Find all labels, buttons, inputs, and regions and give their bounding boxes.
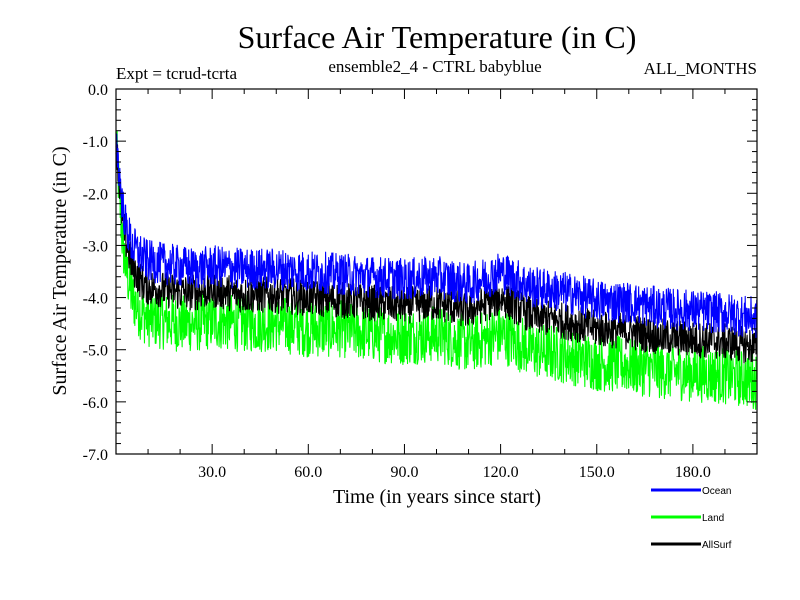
series-line-allsurf — [115, 143, 758, 364]
y-axis-label: Surface Air Temperature (in C) — [49, 146, 71, 395]
x-axis-label: Time (in years since start) — [333, 486, 541, 508]
legend-label-land: Land — [702, 513, 724, 524]
x-tick-label: 120.0 — [483, 464, 519, 481]
series-line-ocean — [115, 133, 758, 339]
y-tick-label: 0.0 — [88, 82, 108, 99]
legend-label-allsurf: AllSurf — [702, 540, 732, 551]
axis-ticks — [116, 88, 757, 455]
y-tick-label: -3.0 — [83, 238, 108, 255]
y-tick-label: -4.0 — [83, 291, 108, 308]
y-tick-label: -6.0 — [83, 395, 108, 412]
plot-series-group — [115, 130, 758, 410]
series-line-land — [115, 130, 758, 410]
legend-label-ocean: Ocean — [702, 486, 731, 497]
x-tick-label: 30.0 — [198, 464, 226, 481]
y-tick-label: -7.0 — [83, 447, 108, 464]
x-tick-label: 150.0 — [579, 464, 615, 481]
chart-title: Surface Air Temperature (in C) — [238, 19, 637, 55]
chart-subtitle-left: Expt = tcrud-tcrta — [116, 64, 237, 83]
x-tick-label: 180.0 — [675, 464, 711, 481]
y-tick-label: -2.0 — [83, 186, 108, 203]
y-tick-label: -5.0 — [83, 343, 108, 360]
axis-tick-labels: 30.0 60.0 90.0 120.0 150.0 180.0 0.0 -1.0 -2.0 -3… — [83, 82, 711, 481]
chart-legend: Ocean Land AllSurf — [651, 486, 732, 551]
x-tick-label: 90.0 — [390, 464, 418, 481]
chart-subtitle-center: ensemble2_4 - CTRL babyblue — [328, 57, 541, 76]
x-tick-label: 60.0 — [294, 464, 322, 481]
chart-subtitle-right: ALL_MONTHS — [644, 59, 757, 78]
y-tick-label: -1.0 — [83, 134, 108, 151]
